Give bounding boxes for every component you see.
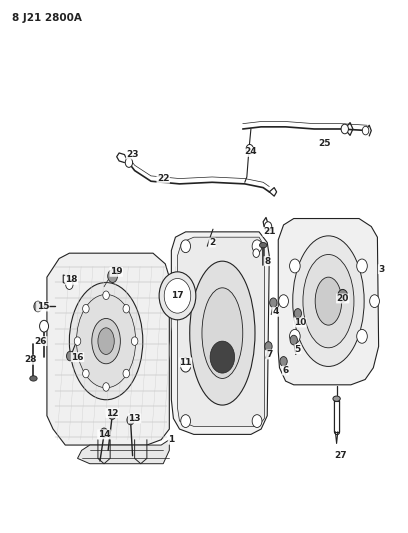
Text: 15: 15 [37, 302, 49, 311]
Circle shape [123, 369, 129, 378]
Circle shape [252, 415, 262, 427]
Circle shape [127, 415, 134, 425]
Circle shape [246, 144, 253, 154]
Ellipse shape [190, 261, 255, 405]
Ellipse shape [30, 376, 37, 381]
Circle shape [123, 304, 129, 313]
Circle shape [67, 351, 74, 361]
Text: 24: 24 [245, 148, 257, 156]
Text: 28: 28 [24, 356, 37, 364]
Text: 2: 2 [209, 238, 215, 247]
Text: 18: 18 [65, 276, 78, 284]
Text: 11: 11 [180, 358, 192, 367]
Text: 27: 27 [335, 451, 347, 460]
Text: 14: 14 [98, 430, 110, 439]
Circle shape [362, 126, 369, 135]
Text: 26: 26 [35, 337, 47, 345]
Circle shape [370, 295, 379, 308]
Ellipse shape [98, 328, 114, 354]
Circle shape [294, 309, 302, 318]
Circle shape [131, 337, 138, 345]
Circle shape [290, 259, 300, 273]
Ellipse shape [333, 396, 340, 401]
Circle shape [83, 304, 89, 313]
Circle shape [253, 249, 259, 257]
Ellipse shape [202, 288, 243, 378]
Text: 20: 20 [337, 294, 349, 303]
Circle shape [264, 222, 272, 231]
Circle shape [357, 329, 367, 343]
Circle shape [265, 342, 272, 351]
Text: 25: 25 [318, 140, 330, 148]
Circle shape [181, 415, 191, 427]
Circle shape [270, 298, 277, 308]
Text: 1: 1 [168, 435, 175, 444]
Text: 12: 12 [106, 409, 118, 417]
Ellipse shape [303, 255, 354, 348]
Circle shape [290, 335, 297, 345]
Circle shape [338, 289, 348, 302]
Text: 4: 4 [272, 308, 279, 316]
Circle shape [252, 240, 262, 253]
Text: 16: 16 [71, 353, 84, 361]
Text: 5: 5 [295, 345, 301, 353]
Ellipse shape [92, 318, 120, 364]
Circle shape [66, 280, 73, 289]
Ellipse shape [77, 294, 135, 388]
Text: 3: 3 [378, 265, 385, 273]
Ellipse shape [69, 282, 143, 400]
Circle shape [40, 320, 49, 332]
Circle shape [74, 337, 81, 345]
Circle shape [103, 383, 109, 391]
Circle shape [108, 270, 118, 282]
Text: 17: 17 [171, 292, 184, 300]
Circle shape [357, 259, 367, 273]
Polygon shape [177, 237, 264, 426]
Ellipse shape [210, 341, 235, 373]
Ellipse shape [315, 277, 341, 325]
Text: 7: 7 [266, 350, 273, 359]
Circle shape [280, 357, 287, 366]
Text: 21: 21 [263, 228, 275, 236]
Polygon shape [278, 219, 379, 385]
Ellipse shape [259, 243, 267, 248]
Text: 6: 6 [282, 366, 289, 375]
Text: 10: 10 [294, 318, 306, 327]
Text: 19: 19 [110, 268, 122, 276]
Circle shape [279, 295, 288, 308]
Circle shape [180, 358, 191, 372]
Circle shape [103, 291, 109, 300]
Circle shape [290, 329, 300, 343]
Circle shape [83, 369, 89, 378]
Text: 23: 23 [126, 150, 139, 159]
Circle shape [341, 124, 348, 134]
Circle shape [109, 410, 116, 419]
Circle shape [181, 240, 191, 253]
Text: 8 J21 2800A: 8 J21 2800A [12, 13, 82, 23]
Text: 22: 22 [157, 174, 169, 183]
Circle shape [100, 428, 108, 438]
Circle shape [34, 301, 42, 312]
Polygon shape [78, 440, 169, 464]
Text: 8: 8 [264, 257, 271, 265]
Text: 13: 13 [129, 414, 141, 423]
Polygon shape [171, 232, 269, 434]
Ellipse shape [159, 272, 196, 320]
Circle shape [125, 158, 133, 167]
Polygon shape [47, 253, 169, 445]
Ellipse shape [164, 278, 191, 313]
Ellipse shape [293, 236, 364, 367]
